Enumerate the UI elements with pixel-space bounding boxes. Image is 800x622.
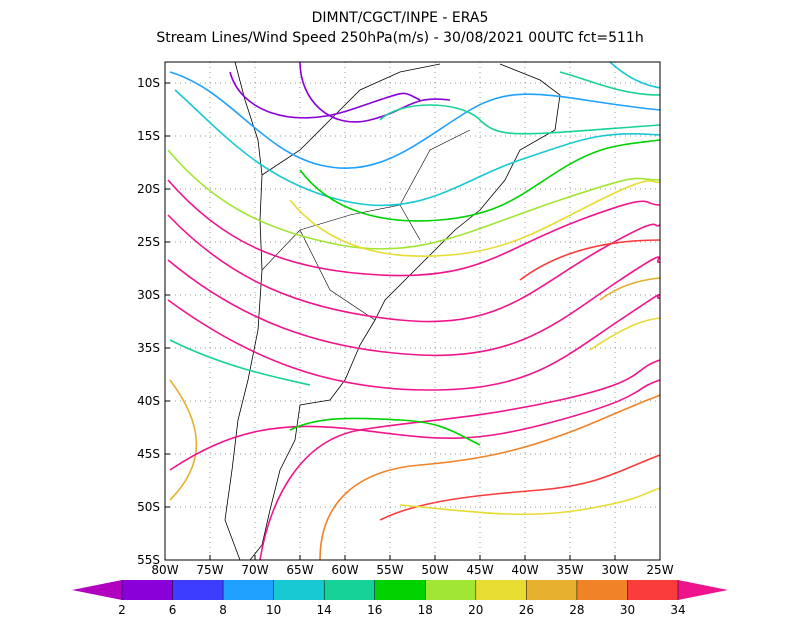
border (261, 129, 471, 321)
lon-label: 65W (286, 563, 313, 577)
lon-label: 80W (151, 563, 178, 577)
streamline (169, 379, 198, 501)
lon-label: 30W (601, 563, 628, 577)
streamline (609, 62, 660, 89)
streamline (399, 487, 660, 516)
streamline (289, 180, 660, 257)
lat-label: 15S (137, 129, 160, 143)
colorbar-label: 2 (118, 603, 126, 617)
streamline (319, 394, 660, 560)
streamline (167, 149, 660, 250)
colorbar-segment (273, 580, 325, 600)
colorbar-segment (374, 580, 426, 600)
lat-label: 45S (137, 447, 160, 461)
lat-label: 35S (137, 341, 160, 355)
streamline (169, 339, 311, 386)
colorbar-segment (526, 580, 577, 600)
lat-label: 55S (137, 553, 160, 567)
lat-label: 50S (137, 500, 160, 514)
colorbar-label: 30 (620, 603, 635, 617)
colorbar-segment (172, 580, 224, 600)
colorbar-segment (627, 580, 678, 600)
lon-label: 40W (511, 563, 538, 577)
colorbar-label: 34 (670, 603, 685, 617)
streamline (599, 277, 660, 301)
streamline (379, 104, 660, 135)
colorbar-label: 26 (519, 603, 534, 617)
colorbar-segment (475, 580, 527, 600)
streamline (519, 239, 660, 281)
lat-label: 30S (137, 288, 160, 302)
lat-label: 25S (137, 235, 160, 249)
lon-label: 25W (646, 563, 673, 577)
coastline (224, 62, 561, 560)
lat-label: 20S (137, 182, 160, 196)
colorbar-label: 28 (569, 603, 584, 617)
map-frame (164, 61, 661, 561)
streamline (167, 293, 660, 391)
streamline (379, 454, 660, 521)
streamline (167, 179, 660, 277)
colorbar-label: 14 (317, 603, 332, 617)
colorbar-segment (122, 580, 173, 600)
lon-label: 45W (466, 563, 493, 577)
streamline (169, 71, 660, 170)
streamline (167, 256, 660, 357)
lat-label: 10S (137, 76, 160, 90)
lon-label: 75W (196, 563, 223, 577)
streamline (289, 417, 481, 446)
title: DIMNT/CGCT/INPE - ERA5 (312, 10, 489, 26)
colorbar-segment (576, 580, 628, 600)
streamline (589, 317, 660, 351)
colorbar-label: 20 (468, 603, 483, 617)
colorbar-high-arrow (678, 580, 728, 600)
streamline (169, 379, 660, 471)
lon-label: 55W (376, 563, 403, 577)
colorbar-label: 18 (418, 603, 433, 617)
colorbar-label: 16 (367, 603, 382, 617)
map-content (167, 62, 660, 560)
colorbar-segment (324, 580, 375, 600)
colorbar-segment (223, 580, 274, 600)
streamline (559, 71, 660, 96)
lon-label: 35W (556, 563, 583, 577)
subtitle: Stream Lines/Wind Speed 250hPa(m/s) - 30… (156, 30, 643, 46)
streamline (174, 89, 660, 207)
colorbar-segment (425, 580, 476, 600)
streamline (259, 359, 660, 560)
colorbar-label: 6 (169, 603, 177, 617)
grid (164, 62, 661, 561)
colorbar-label: 8 (219, 603, 227, 617)
lon-label: 70W (241, 563, 268, 577)
lon-label: 50W (421, 563, 448, 577)
colorbar-low-arrow (72, 580, 122, 600)
streamline (299, 62, 451, 123)
colorbar-label: 10 (266, 603, 281, 617)
lon-label: 60W (331, 563, 358, 577)
lat-label: 40S (137, 394, 160, 408)
streamline (229, 71, 421, 119)
streamline (167, 214, 660, 323)
streamline (299, 139, 660, 222)
